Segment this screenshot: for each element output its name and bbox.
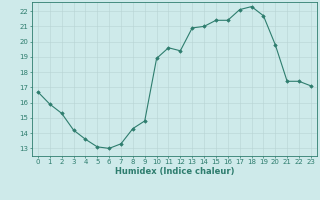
X-axis label: Humidex (Indice chaleur): Humidex (Indice chaleur) [115,167,234,176]
